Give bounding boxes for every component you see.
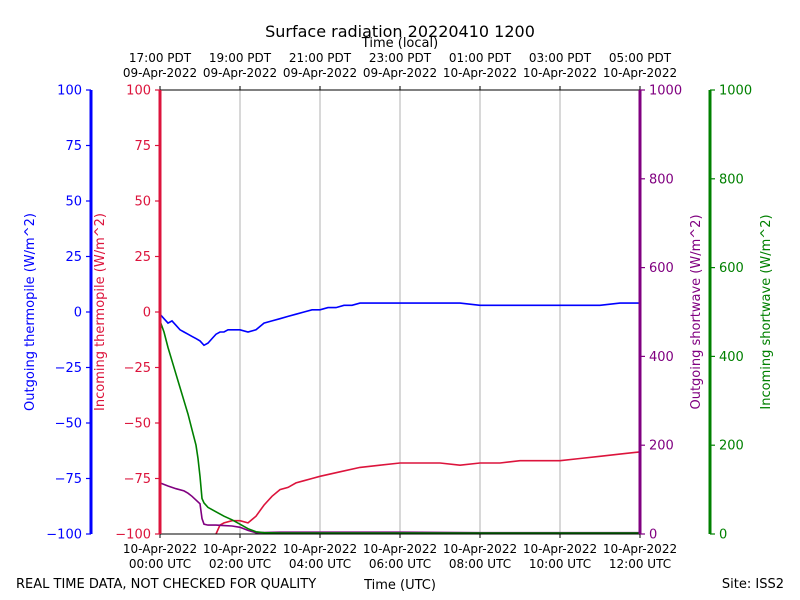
bottom-tick-label-time: 08:00 UTC <box>449 557 511 571</box>
y-tick-label-in_thermo: −75 <box>124 472 151 487</box>
y-tick-label-in_thermo: 50 <box>134 195 151 210</box>
y-tick-label-out_thermo: 50 <box>65 195 82 210</box>
y-axis-label-out_thermo: Outgoing thermopile (W/m^2) <box>23 213 38 411</box>
top-tick-label-time: 19:00 PDT <box>209 51 272 65</box>
top-tick-label-time: 03:00 PDT <box>529 51 592 65</box>
bottom-tick-label-time: 12:00 UTC <box>609 557 671 571</box>
top-tick-label-date: 09-Apr-2022 <box>123 66 197 80</box>
top-tick-label-date: 10-Apr-2022 <box>443 66 517 80</box>
y-tick-label-in_thermo: 0 <box>143 306 151 321</box>
top-tick-label-time: 23:00 PDT <box>369 51 432 65</box>
y-tick-label-out_thermo: 25 <box>65 250 82 265</box>
y-tick-label-in_sw: 200 <box>719 439 744 454</box>
grid-lines <box>239 90 561 534</box>
top-tick-label-time: 01:00 PDT <box>449 51 512 65</box>
y-axis-label-in_sw: Incoming shortwave (W/m^2) <box>759 214 774 409</box>
y-tick-label-in_sw: 600 <box>719 261 744 276</box>
series-line-in_thermo <box>215 451 641 535</box>
y-tick-label-out_thermo: −75 <box>55 472 82 487</box>
y-tick-label-in_sw: 1000 <box>719 84 752 99</box>
bottom-tick-label-date: 10-Apr-2022 <box>523 542 597 556</box>
bottom-tick-label-date: 10-Apr-2022 <box>363 542 437 556</box>
y-tick-label-in_thermo: −25 <box>124 361 151 376</box>
series-lines <box>159 302 641 535</box>
bottom-tick-label-time: 02:00 UTC <box>209 557 271 571</box>
y-tick-label-in_thermo: −50 <box>124 417 151 432</box>
y-axis-label-in_thermo: Incoming thermopile (W/m^2) <box>93 213 108 411</box>
y-tick-label-in_thermo: 75 <box>134 139 151 154</box>
bottom-tick-label-time: 00:00 UTC <box>129 557 191 571</box>
y-tick-label-out_thermo: −50 <box>55 417 82 432</box>
y-tick-label-out_sw: 200 <box>649 439 674 454</box>
y-tick-label-out_thermo: 0 <box>74 306 82 321</box>
bottom-tick-label-date: 10-Apr-2022 <box>283 542 357 556</box>
bottom-axis-label: Time (UTC) <box>363 578 436 593</box>
top-tick-label-date: 09-Apr-2022 <box>283 66 357 80</box>
y-tick-label-out_sw: 0 <box>649 528 657 543</box>
bottom-tick-label-date: 10-Apr-2022 <box>443 542 517 556</box>
y-tick-label-in_thermo: −100 <box>115 528 151 543</box>
y-tick-label-in_thermo: 100 <box>126 84 151 99</box>
y-axis-label-out_sw: Outgoing shortwave (W/m^2) <box>689 214 704 409</box>
bottom-tick-label-date: 10-Apr-2022 <box>203 542 277 556</box>
top-tick-label-date: 10-Apr-2022 <box>523 66 597 80</box>
bottom-tick-label-time: 10:00 UTC <box>529 557 591 571</box>
series-line-in_sw <box>159 320 640 534</box>
top-tick-label-time: 05:00 PDT <box>609 51 672 65</box>
quality-note: REAL TIME DATA, NOT CHECKED FOR QUALITY <box>16 577 316 592</box>
top-axis-label: Time (local) <box>361 36 438 51</box>
chart-title: Surface radiation 20220410 1200 <box>265 22 535 41</box>
top-tick-label-date: 09-Apr-2022 <box>363 66 437 80</box>
top-tick-label-time: 21:00 PDT <box>289 51 352 65</box>
y-tick-label-out_sw: 400 <box>649 350 674 365</box>
site-label: Site: ISS2 <box>722 577 784 592</box>
y-tick-label-in_sw: 0 <box>719 528 727 543</box>
series-line-out_sw <box>159 482 640 534</box>
y-tick-label-out_sw: 600 <box>649 261 674 276</box>
y-tick-label-out_sw: 800 <box>649 172 674 187</box>
y-tick-label-out_thermo: 75 <box>65 139 82 154</box>
bottom-tick-label-time: 04:00 UTC <box>289 557 351 571</box>
bottom-tick-label-time: 06:00 UTC <box>369 557 431 571</box>
y-tick-label-in_sw: 800 <box>719 172 744 187</box>
top-tick-label-date: 10-Apr-2022 <box>603 66 677 80</box>
bottom-tick-label-date: 10-Apr-2022 <box>603 542 677 556</box>
top-tick-label-date: 09-Apr-2022 <box>203 66 277 80</box>
y-axes: 100 75 50 25 0 −25 −50 −75 −100 Outgoing thermopi… <box>23 84 774 543</box>
y-tick-label-out_thermo: −100 <box>46 528 82 543</box>
y-tick-label-out_sw: 1000 <box>649 84 682 99</box>
y-tick-label-out_thermo: −25 <box>55 361 82 376</box>
series-line-out_thermo <box>159 302 640 347</box>
top-tick-label-time: 17:00 PDT <box>129 51 192 65</box>
y-tick-label-in_sw: 400 <box>719 350 744 365</box>
bottom-tick-label-date: 10-Apr-2022 <box>123 542 197 556</box>
y-tick-label-in_thermo: 25 <box>134 250 151 265</box>
y-tick-label-out_thermo: 100 <box>57 84 82 99</box>
